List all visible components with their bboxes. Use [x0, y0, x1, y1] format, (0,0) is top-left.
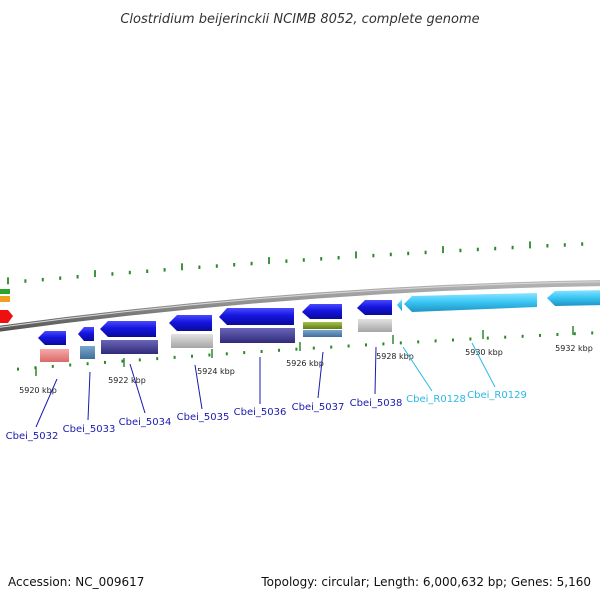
scale-label-5926: 5926 kbp: [286, 359, 324, 368]
left-edge-features: [0, 289, 13, 323]
gene-feature-cbei-r0129[interactable]: [547, 290, 600, 306]
gene-label-cbei-r0128[interactable]: Cbei_R0128: [406, 394, 466, 405]
accession-text: Accession: NC_009617: [8, 575, 144, 589]
category-row: [40, 319, 392, 362]
edge-feature-orange: [0, 296, 10, 302]
callout-line-cbei-5033: [87, 371, 91, 421]
callout-line-cbei-r0129: [471, 342, 496, 388]
category-box-cbei-5037-a: [303, 322, 342, 329]
callout-line-cbei-5037: [317, 351, 324, 399]
scale-label-5928: 5928 kbp: [376, 352, 414, 361]
gene-label-cbei-r0129[interactable]: Cbei_R0129: [467, 390, 527, 401]
category-box-cbei-5034: [101, 340, 158, 354]
scale-label-5920: 5920 kbp: [19, 386, 57, 395]
category-box-cbei-5033: [80, 346, 95, 359]
inner-tick-ring: [17, 331, 594, 371]
gene-label-cbei-5036[interactable]: Cbei_5036: [234, 407, 287, 418]
callout-line-cbei-r0128: [402, 346, 433, 392]
category-box-cbei-5032: [40, 349, 69, 362]
gene-label-cbei-5035[interactable]: Cbei_5035: [177, 412, 230, 423]
scale-label-5922: 5922 kbp: [108, 376, 146, 385]
category-box-cbei-5037-b: [303, 330, 342, 337]
gene-label-cbei-5034[interactable]: Cbei_5034: [119, 417, 172, 428]
genome-backbone: [0, 280, 600, 332]
edge-feature-green: [0, 289, 10, 294]
gene-feature-cbei-r0128[interactable]: [397, 299, 402, 311]
callout-line-cbei-5032: [35, 378, 58, 428]
genome-backbone-highlight: [0, 281, 600, 328]
gene-label-cbei-5033[interactable]: Cbei_5033: [63, 424, 116, 435]
genome-summary-text: Topology: circular; Length: 6,000,632 bp…: [260, 575, 591, 589]
map-title: Clostridium beijerinckii NCIMB 8052, com…: [120, 12, 479, 27]
gene-feature-cbei-5037[interactable]: [302, 304, 342, 319]
scale-label-5930: 5930 kbp: [465, 348, 503, 357]
category-box-cbei-5035: [171, 334, 213, 348]
scale-label-5924: 5924 kbp: [197, 367, 235, 376]
callout-line-cbei-5034: [129, 363, 146, 414]
cds-row-primary: [38, 290, 600, 345]
gene-label-cbei-5032[interactable]: Cbei_5032: [6, 431, 59, 442]
gene-feature-cbei-5032[interactable]: [38, 331, 66, 345]
category-box-cbei-5038: [358, 319, 392, 332]
outer-tick-ring: [7, 241, 584, 285]
kbp-scale: 5920 kbp 5922 kbp 5924 kbp 5926 kbp 5928…: [19, 326, 593, 395]
gene-label-cbei-5037[interactable]: Cbei_5037: [292, 402, 345, 413]
edge-feature-red: [0, 310, 13, 323]
callout-line-cbei-5038: [374, 346, 377, 395]
gene-feature-cbei-5038[interactable]: [357, 300, 392, 315]
callout-line-cbei-5035: [194, 364, 203, 410]
gene-feature-cbei-r0128-body[interactable]: [404, 293, 537, 312]
gene-label-cbei-5038[interactable]: Cbei_5038: [350, 398, 403, 409]
gene-labels: Cbei_5032 Cbei_5033 Cbei_5034 Cbei_5035 …: [6, 390, 527, 442]
category-box-cbei-5036: [220, 328, 295, 343]
gene-feature-cbei-5035[interactable]: [169, 315, 212, 331]
scale-label-5932: 5932 kbp: [555, 344, 593, 353]
gene-feature-cbei-5033[interactable]: [78, 327, 94, 341]
gene-callout-lines: [35, 342, 496, 428]
gene-feature-cbei-5034[interactable]: [100, 321, 156, 337]
gene-feature-cbei-5036[interactable]: [219, 308, 294, 325]
